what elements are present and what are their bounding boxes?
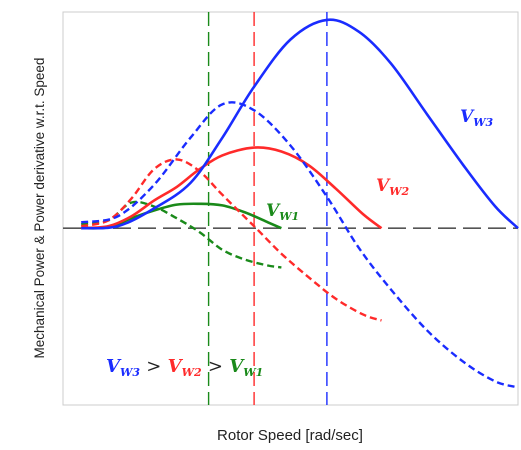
ineq-gt-1: > [146,356,161,377]
series-line-derivative-6 [81,101,519,389]
x-axis-label: Rotor Speed [rad/sec] [217,427,363,444]
series-line-derivative-2 [81,200,282,269]
label-vw2: VW2 [376,176,410,198]
series-line-derivative-4 [80,158,382,322]
ineq-vw1: V [229,356,245,377]
label-vw3: VW3 [460,107,494,129]
plot-area [62,11,519,406]
ineq-vw2: V [168,356,184,377]
series-line-power-3 [81,146,383,230]
label-vw1: VW1 [266,201,299,223]
ineq-vw3: V [106,356,122,377]
plot-layer [63,12,519,405]
y-axis-label: Mechanical Power & Power derivative w.r.… [32,58,47,359]
ineq-gt-2: > [208,356,223,377]
series-line-power-5 [81,18,519,230]
inequality-annotation: VW3 > VW2 > VW1 [106,356,263,381]
